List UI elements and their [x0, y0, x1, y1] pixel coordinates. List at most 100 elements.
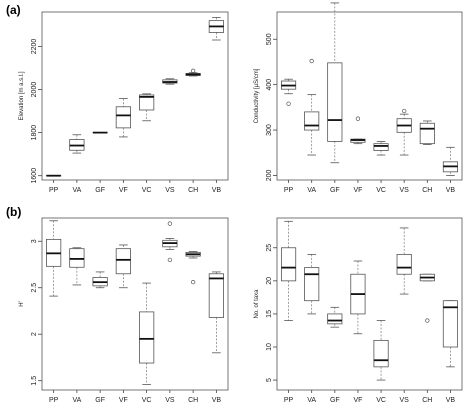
box-gf	[327, 306, 343, 328]
iqr-box	[419, 122, 435, 145]
box-vf	[350, 260, 366, 335]
y-tick-label: 200	[266, 170, 273, 182]
box-pp	[280, 78, 297, 106]
iqr-box	[396, 253, 412, 275]
box-vs	[162, 78, 178, 85]
box-vf	[115, 98, 131, 138]
outlier-point	[190, 280, 196, 285]
iqr-box	[304, 111, 320, 131]
x-tick-label-vf: VF	[119, 397, 128, 404]
box-va	[69, 247, 85, 286]
y-tick-label: 20	[266, 277, 273, 285]
x-tick-label-va: VA	[72, 397, 81, 404]
x-tick-label-vs: VS	[165, 397, 175, 404]
panel-label-a: (a)	[6, 3, 21, 17]
x-tick-label-vb: VB	[446, 397, 456, 404]
x-tick-label-gf: GF	[330, 187, 340, 194]
y-tick-label: 1600	[31, 168, 38, 184]
box-gf	[92, 271, 108, 289]
boxplot-panel-3: 1.5 2 2.5 3 H' PP VA GF VF VC VS CH VB	[19, 217, 229, 404]
x-tick-label-gf: GF	[95, 397, 105, 404]
box-vf	[115, 244, 131, 289]
iqr-box	[139, 311, 155, 364]
x-tick-label-pp: PP	[49, 397, 59, 404]
x-tick-label-vb: VB	[212, 187, 222, 194]
iqr-box	[139, 94, 155, 111]
box-vs	[396, 227, 412, 295]
x-tick-label-vs: VS	[400, 397, 410, 404]
box-vs	[162, 221, 178, 262]
box-vc	[139, 93, 155, 122]
iqr-box	[115, 248, 131, 275]
box-ch	[419, 120, 435, 145]
boxplot-panel-2: 200 300 400 500 Conductivity [µS/cm] PP VA GF VF…	[254, 2, 463, 194]
x-tick-label-vf: VF	[353, 187, 362, 194]
iqr-box	[304, 267, 320, 302]
y-tick-label: 2	[31, 332, 38, 336]
box-vb	[442, 300, 459, 368]
box-vc	[373, 141, 389, 156]
box-vc	[139, 282, 155, 385]
iqr-box	[69, 248, 85, 268]
y-tick-label: 500	[266, 33, 273, 45]
outlier-point	[402, 108, 407, 114]
x-tick-label-gf: GF	[95, 187, 105, 194]
box-va	[69, 134, 85, 154]
box-vs	[396, 108, 412, 156]
x-tick-label-ch: CH	[422, 187, 432, 194]
outlier-point	[309, 58, 314, 64]
iqr-box	[442, 300, 459, 348]
plot-frame	[41, 217, 229, 391]
box-vb	[208, 16, 224, 41]
box-vb	[442, 146, 459, 176]
x-tick-label-vc: VC	[376, 187, 386, 194]
boxplot-panel-1: 1600 1800 2000 2200 Elevation [m a.s.l.] PP VA…	[19, 11, 229, 194]
x-tick-label-pp: PP	[49, 187, 59, 194]
box-pp	[46, 220, 62, 297]
panel-label-b: (b)	[6, 205, 21, 219]
iqr-box	[373, 143, 389, 151]
iqr-box	[115, 106, 131, 129]
box-vb	[208, 271, 224, 354]
x-tick-label-ch: CH	[188, 397, 198, 404]
x-tick-label-gf: GF	[330, 397, 340, 404]
iqr-box	[208, 273, 224, 318]
outlier-point	[167, 257, 173, 262]
y-tick-label: 1.5	[31, 376, 38, 386]
y-axis-label: Conductivity [µS/cm]	[254, 68, 260, 123]
boxplot-panel-4: 5 10 15 20 25 No. of taxa PP VA GF VF VC VS CH VB	[254, 217, 463, 404]
box-va	[304, 58, 320, 156]
x-tick-label-pp: PP	[284, 397, 294, 404]
y-tick-label: 2200	[31, 39, 38, 55]
x-tick-label-vb: VB	[446, 187, 456, 194]
x-tick-label-vf: VF	[353, 397, 362, 404]
box-gf	[327, 2, 343, 164]
x-tick-label-va: VA	[72, 187, 81, 194]
y-tick-label: 300	[266, 124, 273, 136]
x-tick-label-va: VA	[307, 397, 316, 404]
outlier-point	[425, 318, 430, 323]
x-tick-label-vc: VC	[142, 187, 152, 194]
x-tick-label-vc: VC	[142, 397, 152, 404]
box-pp	[280, 220, 297, 321]
y-axis-label: No. of taxa	[254, 289, 260, 319]
box-va	[304, 253, 320, 315]
y-tick-label: 2.5	[31, 283, 38, 293]
y-tick-label: 2000	[31, 82, 38, 98]
x-tick-label-pp: PP	[284, 187, 294, 194]
outlier-point	[355, 116, 361, 121]
plot-frame	[41, 11, 229, 181]
y-tick-label: 15	[266, 310, 273, 318]
x-tick-label-va: VA	[307, 187, 316, 194]
y-tick-label: 25	[266, 244, 273, 252]
y-axis-label: H'	[19, 301, 25, 306]
x-tick-label-vc: VC	[376, 397, 386, 404]
y-tick-label: 10	[266, 343, 273, 351]
y-tick-label: 1800	[31, 125, 38, 141]
box-vc	[373, 320, 389, 381]
x-tick-label-ch: CH	[422, 397, 432, 404]
x-tick-label-ch: CH	[188, 187, 198, 194]
iqr-box	[327, 313, 343, 325]
